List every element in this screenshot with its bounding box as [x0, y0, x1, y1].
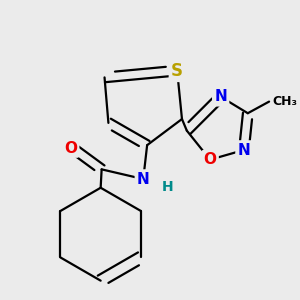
Text: S: S — [171, 61, 183, 80]
Text: N: N — [137, 172, 150, 187]
Text: O: O — [64, 141, 77, 156]
Text: N: N — [214, 89, 227, 104]
Text: N: N — [238, 142, 250, 158]
Text: O: O — [203, 152, 217, 167]
Text: H: H — [162, 180, 173, 194]
Text: CH₃: CH₃ — [272, 95, 297, 108]
